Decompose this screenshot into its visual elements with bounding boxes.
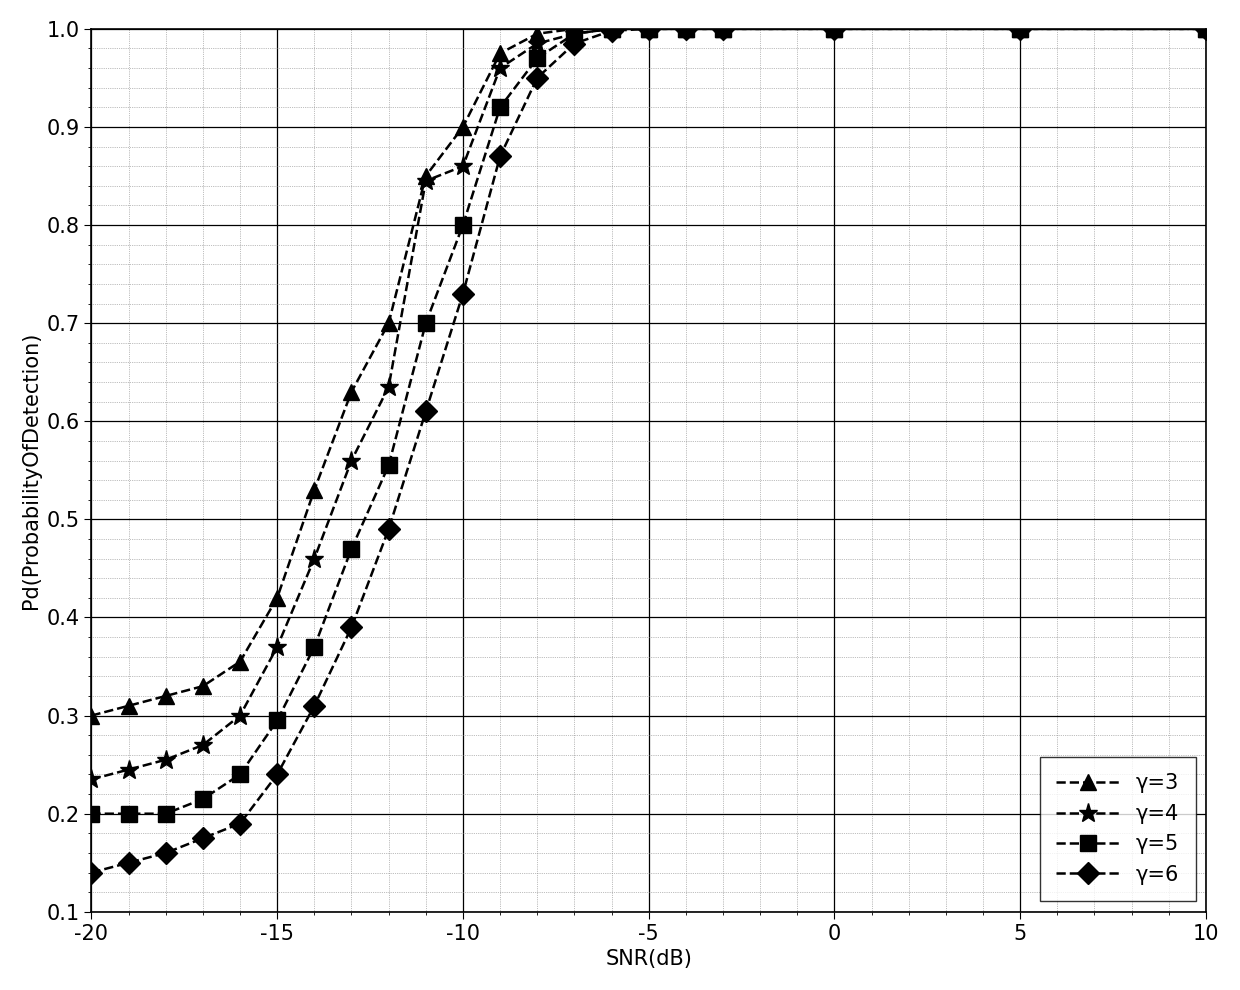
γ=3	[381, 317, 396, 329]
γ=5	[715, 23, 730, 35]
γ=6	[492, 150, 507, 162]
γ=4	[492, 62, 507, 74]
γ=4	[381, 381, 396, 393]
γ=3	[678, 23, 693, 35]
Legend: γ=3, γ=4, γ=5, γ=6: γ=3, γ=4, γ=5, γ=6	[1039, 756, 1195, 901]
γ=6	[84, 866, 99, 878]
γ=5	[270, 715, 285, 727]
γ=3	[455, 121, 470, 133]
γ=4	[567, 28, 582, 40]
γ=3	[715, 23, 730, 35]
γ=4	[604, 23, 619, 35]
γ=4	[455, 160, 470, 172]
γ=4	[196, 740, 211, 751]
γ=4	[122, 763, 136, 775]
γ=3	[529, 28, 544, 40]
Line: γ=3: γ=3	[84, 21, 1214, 724]
γ=5	[529, 52, 544, 64]
γ=3	[641, 23, 656, 35]
γ=6	[418, 406, 433, 418]
γ=6	[122, 856, 136, 868]
γ=4	[233, 710, 248, 722]
γ=3	[567, 23, 582, 35]
γ=3	[233, 655, 248, 667]
γ=6	[827, 23, 842, 35]
γ=5	[604, 23, 619, 35]
γ=6	[270, 768, 285, 780]
γ=4	[641, 23, 656, 35]
γ=4	[270, 641, 285, 652]
γ=5	[1013, 23, 1028, 35]
γ=6	[1013, 23, 1028, 35]
γ=5	[122, 808, 136, 820]
γ=3	[306, 484, 321, 496]
γ=5	[492, 101, 507, 113]
γ=5	[641, 23, 656, 35]
γ=6	[159, 847, 174, 859]
γ=5	[159, 808, 174, 820]
γ=6	[1199, 23, 1214, 35]
γ=5	[84, 808, 99, 820]
γ=3	[1013, 23, 1028, 35]
γ=3	[492, 48, 507, 59]
γ=3	[270, 592, 285, 604]
γ=6	[306, 700, 321, 712]
γ=6	[381, 524, 396, 536]
γ=4	[529, 38, 544, 50]
γ=3	[418, 170, 433, 182]
γ=3	[343, 386, 358, 398]
Line: γ=5: γ=5	[84, 21, 1214, 822]
γ=4	[1013, 23, 1028, 35]
γ=4	[827, 23, 842, 35]
γ=4	[159, 753, 174, 765]
γ=6	[455, 288, 470, 300]
γ=6	[567, 38, 582, 50]
γ=6	[233, 818, 248, 830]
γ=4	[306, 552, 321, 564]
γ=4	[1199, 23, 1214, 35]
Line: γ=6: γ=6	[84, 21, 1214, 880]
Y-axis label: Pd(ProbabilityOfDetection): Pd(ProbabilityOfDetection)	[21, 332, 41, 609]
γ=5	[381, 459, 396, 471]
γ=6	[196, 833, 211, 844]
γ=3	[196, 680, 211, 692]
γ=5	[233, 768, 248, 780]
γ=3	[159, 690, 174, 702]
γ=5	[678, 23, 693, 35]
γ=6	[641, 23, 656, 35]
Line: γ=4: γ=4	[82, 19, 1215, 789]
γ=3	[122, 700, 136, 712]
γ=3	[1199, 23, 1214, 35]
γ=5	[196, 793, 211, 805]
γ=4	[84, 773, 99, 785]
γ=4	[715, 23, 730, 35]
γ=6	[678, 23, 693, 35]
γ=3	[84, 710, 99, 722]
γ=3	[827, 23, 842, 35]
γ=5	[567, 28, 582, 40]
γ=4	[343, 454, 358, 466]
γ=5	[418, 317, 433, 329]
γ=3	[604, 23, 619, 35]
γ=5	[343, 543, 358, 554]
γ=5	[455, 219, 470, 231]
γ=4	[418, 175, 433, 187]
γ=6	[715, 23, 730, 35]
γ=5	[306, 641, 321, 652]
γ=4	[678, 23, 693, 35]
γ=6	[604, 25, 619, 37]
X-axis label: SNR(dB): SNR(dB)	[605, 949, 692, 969]
γ=6	[529, 72, 544, 84]
γ=5	[827, 23, 842, 35]
γ=6	[343, 622, 358, 634]
γ=5	[1199, 23, 1214, 35]
